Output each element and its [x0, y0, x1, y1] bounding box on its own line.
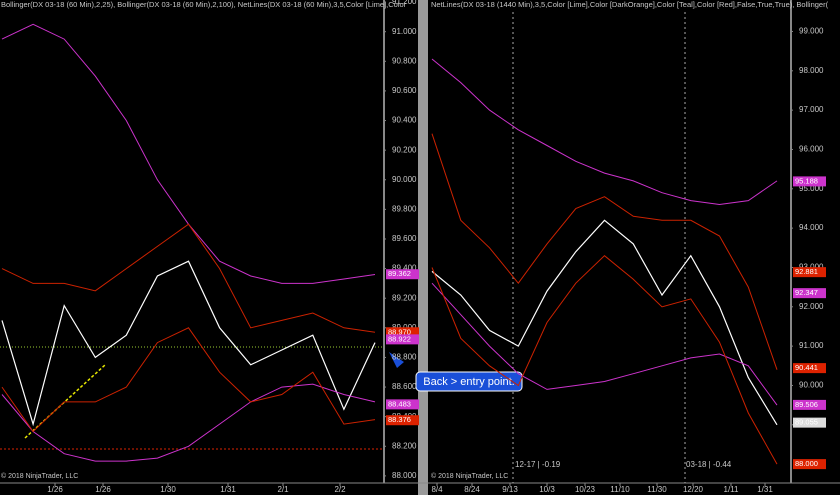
x-tick-label: 9/13: [502, 485, 518, 494]
price-tag-label: 90.441: [795, 363, 818, 372]
trend-line: [24, 364, 106, 439]
session-note: 03-18 | -0.44: [686, 460, 732, 469]
band-line: [431, 58, 778, 206]
x-tick-label: 11/30: [647, 485, 667, 494]
y-tick-label: 90.600: [392, 86, 417, 95]
callout-text: Back > entry point.: [423, 376, 514, 388]
x-tick-label: 1/26: [47, 485, 63, 494]
callout-box: [415, 371, 523, 392]
band-line: [1, 327, 376, 433]
x-tick-label: 2/1: [277, 485, 289, 494]
y-tick-label: 90.800: [392, 56, 417, 65]
price-tag-label: 89.055: [795, 418, 818, 427]
price-tag: [386, 334, 419, 345]
y-tick-label: 88.600: [392, 382, 417, 391]
price-tag: [386, 415, 419, 426]
y-tick-label: 90.200: [392, 145, 417, 154]
x-tick-label: 8/4: [431, 485, 443, 494]
x-tick-label: 10/23: [575, 485, 596, 494]
price-tag-label: 95.188: [795, 176, 818, 185]
axis-border: [383, 0, 385, 483]
x-tick-label: 12/20: [683, 485, 704, 494]
x-tick-label: 1/26: [95, 485, 111, 494]
price-tag: [793, 363, 826, 374]
price-line: [431, 219, 778, 426]
panel-header: NetLines(DX 03-18 (1440 Min),3,5,Color […: [431, 0, 829, 9]
y-tick-label: 90.400: [392, 116, 417, 125]
band-line: [431, 133, 778, 370]
y-tick-label: 88.800: [392, 353, 417, 362]
y-tick-label: 90.000: [799, 381, 824, 390]
copyright: © 2018 NinjaTrader, LLC: [431, 472, 508, 480]
price-tag-label: 88.000: [795, 459, 818, 468]
y-tick-label: 92.000: [799, 302, 824, 311]
x-tick-label: 1/11: [724, 485, 740, 494]
session-note: 12-17 | -0.19: [515, 460, 561, 469]
price-tag-label: 88.922: [388, 334, 411, 343]
x-tick-label: 2/2: [334, 485, 346, 494]
panel-divider: [418, 0, 428, 495]
price-tag: [793, 399, 826, 410]
price-tag: [793, 176, 826, 187]
price-tag-label: 89.362: [388, 269, 411, 278]
y-tick-label: 93.000: [799, 263, 824, 272]
price-tag: [386, 269, 419, 280]
x-tick-label: 11/10: [610, 485, 630, 494]
y-tick-label: 89.200: [392, 293, 417, 302]
y-tick-label: 95.000: [799, 184, 824, 193]
price-tag-label: 92.881: [795, 267, 818, 276]
price-tag: [386, 327, 419, 338]
price-tag: [793, 459, 826, 470]
y-tick-label: 97.000: [799, 105, 824, 114]
price-tag-label: 92.347: [795, 288, 818, 297]
y-tick-label: 89.400: [392, 264, 417, 273]
y-tick-label: 91.000: [392, 27, 417, 36]
price-tag: [793, 417, 826, 428]
panel-header: Bollinger(DX 03-18 (60 Min),2,25), Bolli…: [1, 0, 407, 9]
y-tick-label: 89.800: [392, 204, 417, 213]
y-tick-label: 96.000: [799, 145, 824, 154]
y-tick-label: 90.000: [392, 175, 417, 184]
x-tick-label: 1/31: [757, 485, 773, 494]
band-line: [1, 383, 376, 462]
y-tick-label: 91.200: [392, 0, 417, 6]
price-tag: [793, 267, 826, 278]
axis-border: [790, 0, 792, 483]
y-tick-label: 91.000: [799, 341, 824, 350]
y-tick-label: 99.000: [799, 27, 824, 36]
y-tick-label: 88.000: [392, 471, 417, 480]
price-tag-label: 88.376: [388, 415, 411, 424]
x-tick-label: 1/31: [220, 485, 236, 494]
callout-arrow: [389, 352, 404, 368]
copyright: © 2018 NinjaTrader, LLC: [1, 472, 78, 480]
price-tag-label: 88.970: [388, 327, 411, 336]
price-tag: [793, 288, 826, 299]
y-tick-label: 88.200: [392, 441, 417, 450]
price-tag-label: 89.506: [795, 400, 818, 409]
x-tick-label: 1/30: [160, 485, 176, 494]
price-tag-label: 88.483: [388, 399, 411, 408]
band-line: [1, 223, 376, 333]
price-line: [1, 260, 376, 427]
y-tick-label: 98.000: [799, 66, 824, 75]
price-tag: [386, 399, 419, 410]
band-line: [431, 282, 778, 406]
x-tick-label: 10/3: [539, 485, 555, 494]
y-tick-label: 89.600: [392, 234, 417, 243]
x-tick-label: 8/24: [464, 485, 480, 494]
band-line: [431, 255, 778, 465]
y-tick-label: 94.000: [799, 223, 824, 232]
